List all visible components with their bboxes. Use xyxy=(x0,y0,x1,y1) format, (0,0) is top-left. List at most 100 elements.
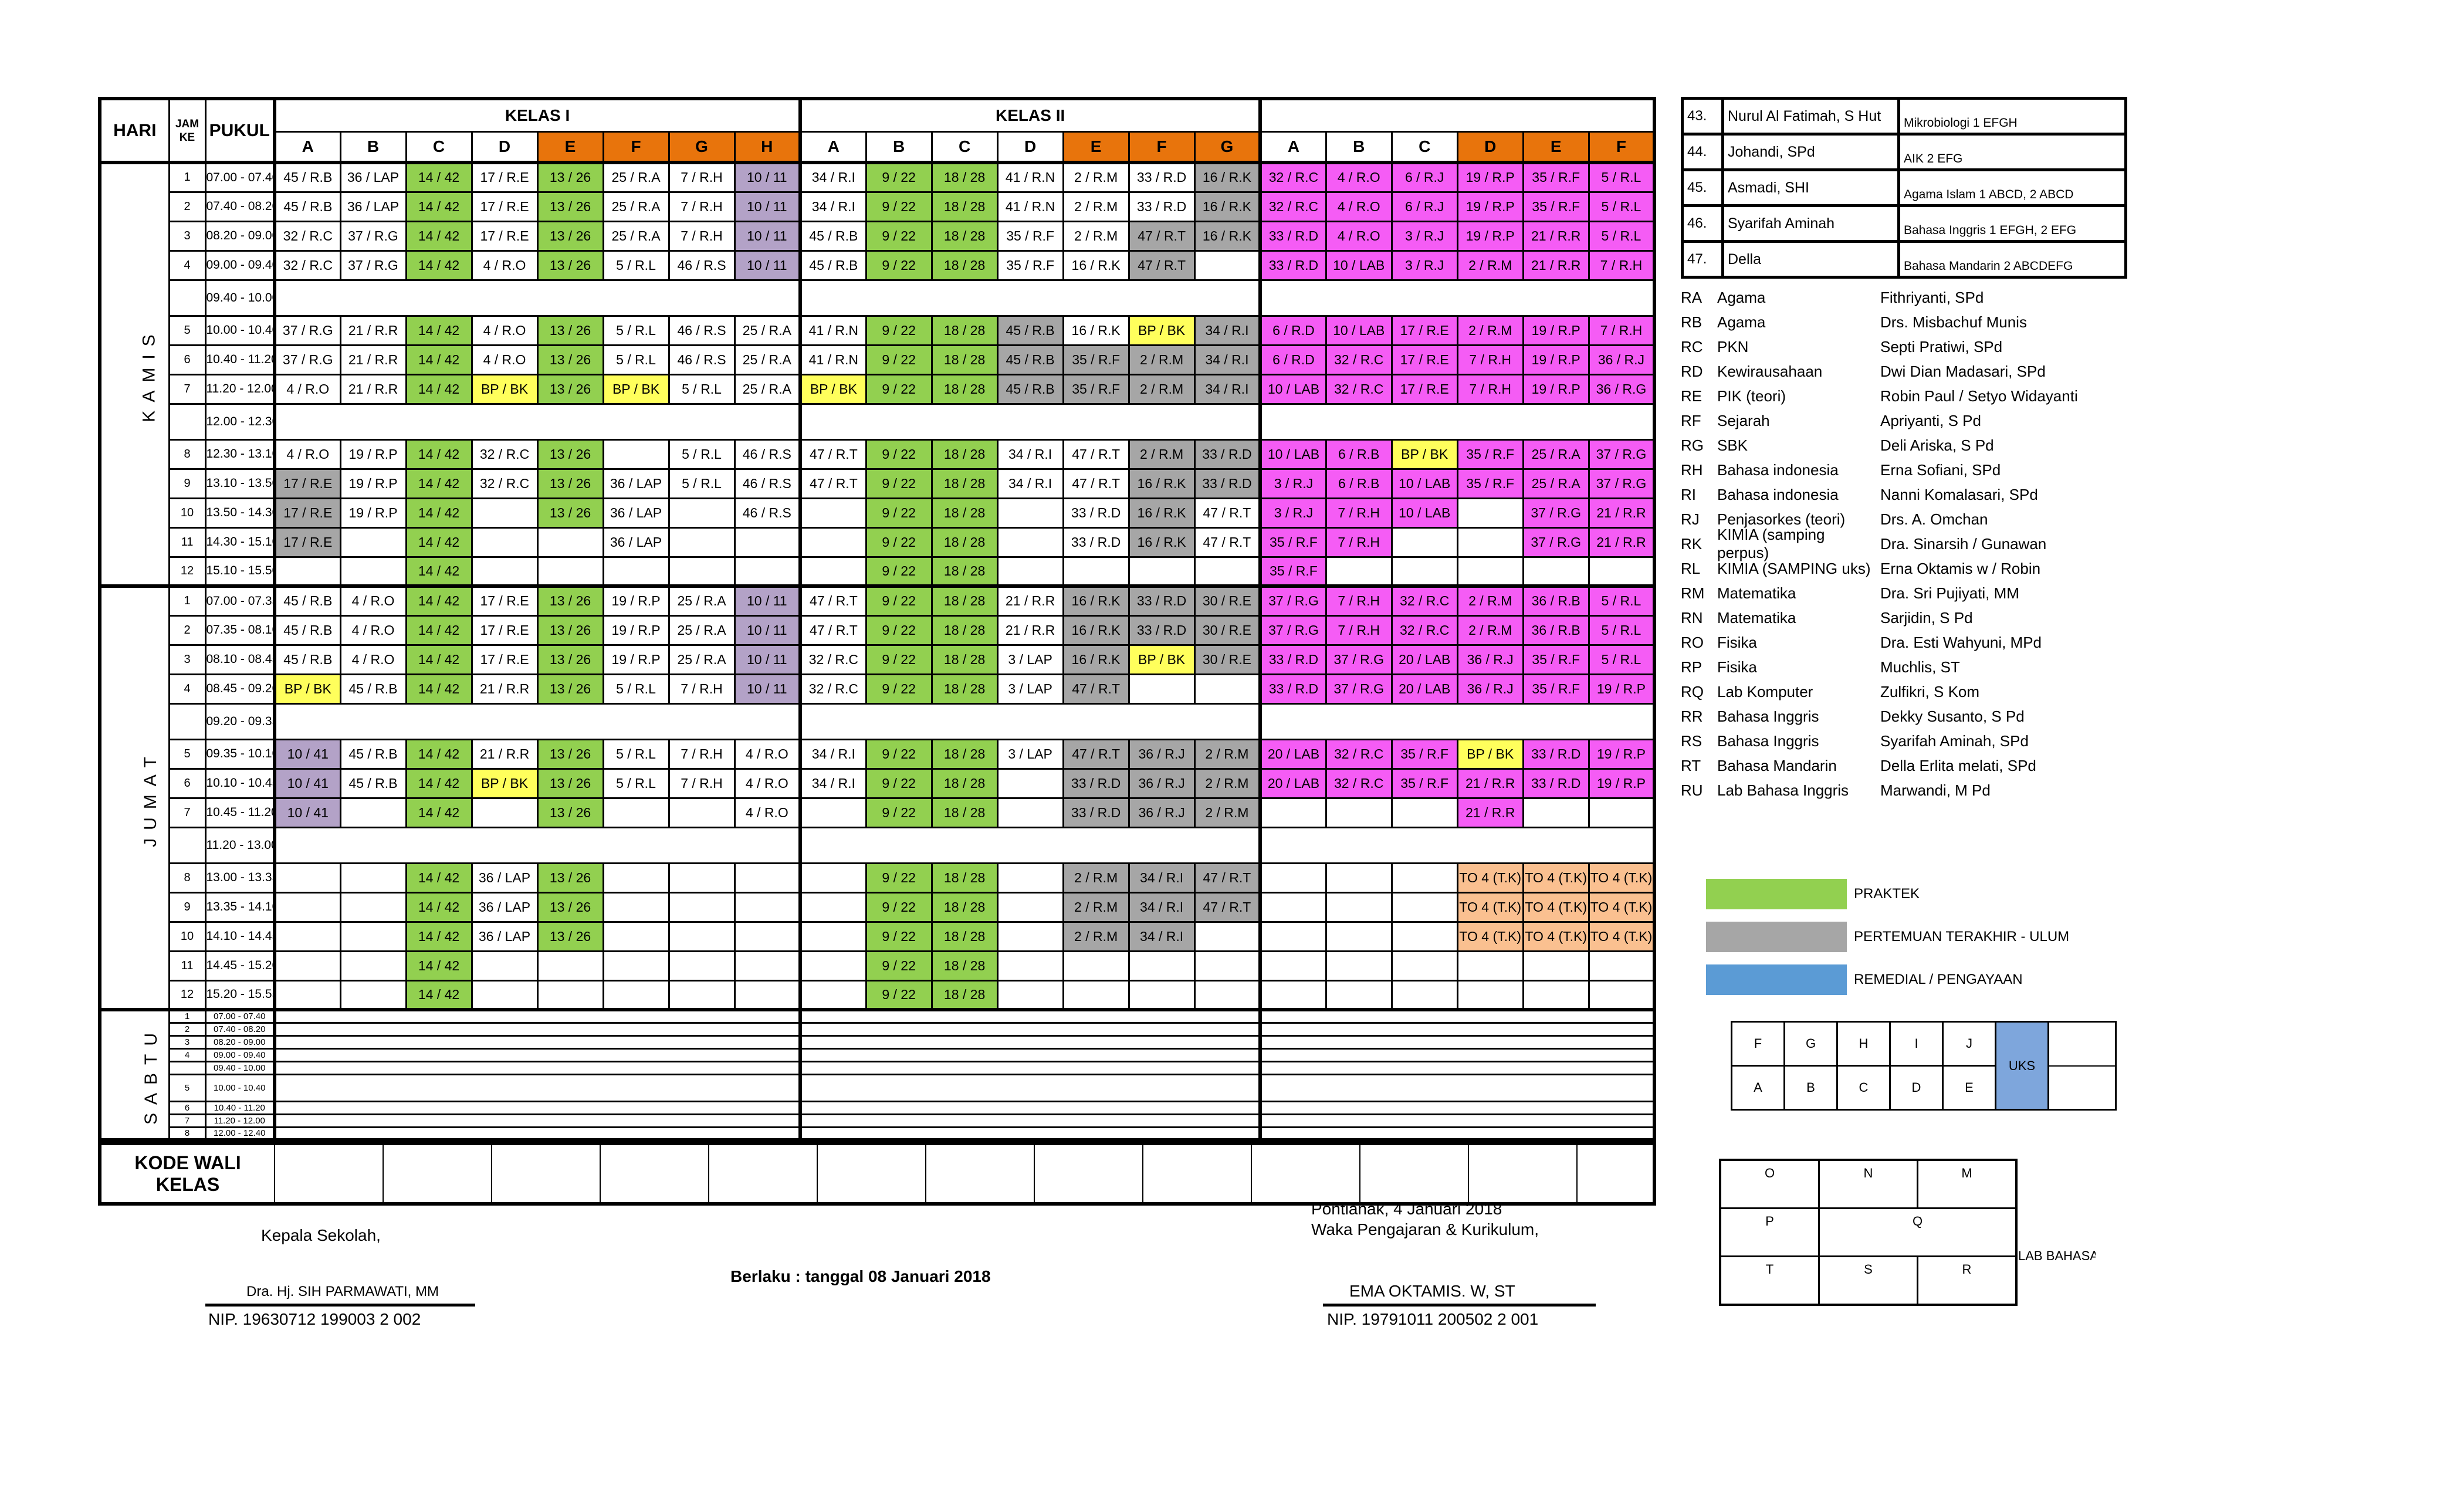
schedule-cell xyxy=(1062,556,1130,587)
merged-empty-cell xyxy=(1258,826,1656,864)
schedule-cell: 14 / 42 xyxy=(405,767,473,799)
schedule-cell xyxy=(733,526,801,558)
room-code: RS xyxy=(1681,732,1703,750)
pukul-header: PUKUL xyxy=(204,97,276,164)
schedule-cell: 5 / R.L xyxy=(602,314,670,346)
schedule-cell: 32 / R.C xyxy=(798,644,867,675)
schedule-cell xyxy=(733,862,801,893)
room-code: RT xyxy=(1681,756,1701,774)
schedule-cell: 47 / R.T xyxy=(798,438,867,470)
grid1-cell: E xyxy=(1942,1065,1996,1111)
schedule-cell: 36 / R.J xyxy=(1588,344,1656,375)
schedule-cell: 32 / R.C xyxy=(471,468,539,499)
schedule-cell: 18 / 28 xyxy=(930,738,999,770)
waka-nip: NIP. 19791011 200502 2 001 xyxy=(1327,1310,1539,1328)
schedule-cell: 9 / 22 xyxy=(865,344,933,375)
schedule-cell: 16 / R.K xyxy=(1193,161,1261,193)
room-code-row: RR Bahasa Inggris Dekky Susanto, S Pd xyxy=(1681,704,2209,729)
schedule-cell: 2 / R.M xyxy=(1128,373,1196,405)
row-kamis-2: 2 07.40 - 08.20 45 / R.B 36 / LAP 14 / 42 17 … xyxy=(100,191,1656,222)
schedule-cell: 32 / R.C xyxy=(1390,584,1458,617)
schedule-cell: 33 / R.D xyxy=(1258,249,1327,281)
column-letter: F xyxy=(1588,131,1656,164)
period-number: 8 xyxy=(168,862,207,893)
schedule-cell: 41 / R.N xyxy=(996,161,1064,193)
period-number: 10 xyxy=(168,920,207,952)
schedule-cell: 10 / 11 xyxy=(733,191,801,222)
period-number: 5 xyxy=(168,738,207,770)
schedule-cell: 34 / R.I xyxy=(1193,344,1261,375)
schedule-cell: 7 / R.H xyxy=(668,767,736,799)
schedule-cell: 45 / R.B xyxy=(996,344,1064,375)
schedule-cell: 45 / R.B xyxy=(339,767,407,799)
column-letter: B xyxy=(1325,131,1393,164)
schedule-cell: 9 / 22 xyxy=(865,644,933,675)
column-letter: E xyxy=(1062,131,1130,164)
row-sabtu-1: SABTU 1 07.00 - 07.40 xyxy=(99,1008,1656,1141)
schedule-cell: 41 / R.N xyxy=(798,314,867,346)
kode-wali-cell xyxy=(1468,1143,1578,1204)
time-range: 10.40 - 11.20 xyxy=(204,344,276,375)
period-number: 3 xyxy=(168,1034,207,1050)
schedule-cell: 13 / 26 xyxy=(536,738,604,770)
schedule-cell: 34 / R.I xyxy=(798,738,867,770)
time-range: 15.20 - 15.55 xyxy=(204,979,276,1011)
schedule-cell: 14 / 42 xyxy=(405,526,473,558)
schedule-cell: BP / BK xyxy=(1390,438,1458,470)
schedule-cell xyxy=(471,979,539,1011)
schedule-cell: 14 / 42 xyxy=(405,891,473,923)
schedule-cell: 18 / 28 xyxy=(930,891,999,923)
grid1-cell: H xyxy=(1836,1021,1891,1067)
schedule-cell: 21 / R.R xyxy=(1522,220,1590,252)
uks-cell: UKS xyxy=(1995,1021,2049,1111)
merged-empty-cell xyxy=(272,1100,801,1115)
room-code: RP xyxy=(1681,658,1703,676)
room-teacher: Muchlis, ST xyxy=(1880,658,1960,676)
day-label-sabtu: SABTU xyxy=(99,1008,170,1141)
column-letter: C xyxy=(1390,131,1458,164)
schedule-cell: 9 / 22 xyxy=(865,220,933,252)
room-subject: Bahasa Mandarin xyxy=(1717,756,1837,774)
merged-empty-cell xyxy=(1258,1126,1656,1141)
legend-label: PERTEMUAN TERAKHIR - ULUM xyxy=(1854,929,2070,945)
time-range: 09.20 - 09.35 xyxy=(204,702,276,740)
schedule-cell: 18 / 28 xyxy=(930,191,999,222)
schedule-cell: 7 / R.H xyxy=(1325,584,1393,617)
schedule-cell: 7 / R.H xyxy=(668,161,736,193)
schedule-cell: 2 / R.M xyxy=(1128,438,1196,470)
schedule-cell: 17 / R.E xyxy=(1390,344,1458,375)
schedule-cell: 46 / R.S xyxy=(733,497,801,529)
schedule-cell xyxy=(1193,920,1261,952)
room-code-row: RT Bahasa Mandarin Della Erlita melati, SP… xyxy=(1681,753,2209,778)
schedule-cell: 35 / R.F xyxy=(1522,673,1590,705)
schedule-cell xyxy=(339,979,407,1011)
merged-empty-cell xyxy=(798,1060,1261,1075)
room-subject: Matematika xyxy=(1717,608,1796,627)
schedule-cell xyxy=(1588,797,1656,828)
schedule-cell: 4 / R.O xyxy=(471,344,539,375)
schedule-cell: 18 / 28 xyxy=(930,438,999,470)
period-number: 12 xyxy=(168,979,207,1011)
kepala-sekolah-label: Kepala Sekolah, xyxy=(261,1226,381,1244)
row-sabtu-8: 8 12.00 - 12.40 xyxy=(100,1126,1656,1141)
schedule-cell xyxy=(339,891,407,923)
schedule-cell: 35 / R.F xyxy=(1062,373,1130,405)
schedule-cell xyxy=(602,556,670,587)
schedule-cell: 36 / R.J xyxy=(1128,797,1196,828)
column-letter: C xyxy=(930,131,999,164)
merged-empty-cell xyxy=(272,1021,801,1037)
schedule-cell: 13 / 26 xyxy=(536,249,604,281)
lab-bahasa-note: LAB BAHASA xyxy=(2018,1248,2096,1263)
schedule-cell: 4 / R.O xyxy=(273,438,341,470)
kode-wali-cell xyxy=(274,1143,384,1204)
period-number: 9 xyxy=(168,891,207,923)
room-subject: Lab Bahasa Inggris xyxy=(1717,781,1849,799)
schedule-cell: TO 4 (T.K) xyxy=(1588,920,1656,952)
schedule-cell: 18 / 28 xyxy=(930,220,999,252)
schedule-cell: 19 / R.P xyxy=(339,468,407,499)
room-code: RL xyxy=(1681,559,1701,577)
merged-empty-cell xyxy=(272,1073,801,1102)
period-number: 7 xyxy=(168,797,207,828)
